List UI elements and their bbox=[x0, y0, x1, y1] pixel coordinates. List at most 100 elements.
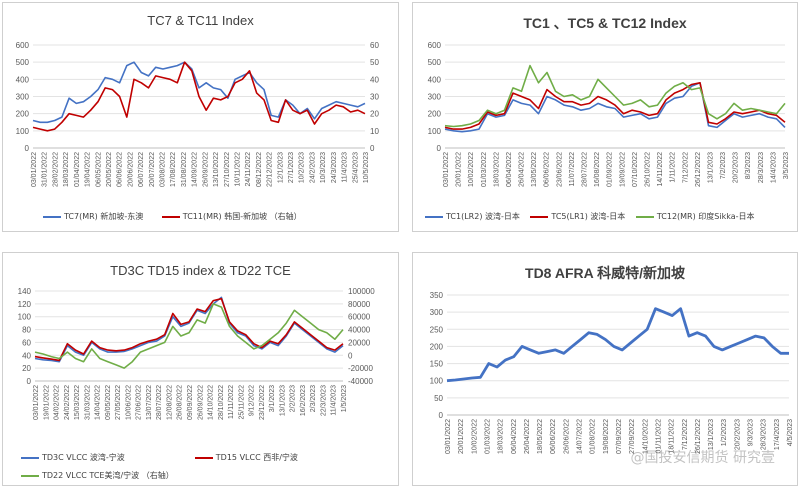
x-tick-label: 1/5/2023 bbox=[341, 385, 348, 412]
legend-label: TC1(LR2) 波湾-日本 bbox=[446, 212, 520, 221]
x-tick-label: 14/09/2022 bbox=[192, 152, 199, 187]
x-tick-label: 28/3/2023 bbox=[758, 152, 765, 183]
legend-label: TC12(MR) 印度Sikka-日本 bbox=[656, 212, 755, 221]
y2-tick-label: 80000 bbox=[348, 300, 371, 309]
x-tick-label: 24/3/2023 bbox=[331, 152, 338, 183]
chart-title: TD3C TD15 index & TD22 TCE bbox=[110, 263, 291, 278]
x-tick-label: 10/2/2023 bbox=[299, 152, 306, 183]
x-tick-label: 20/07/2022 bbox=[149, 152, 156, 187]
x-tick-label: 03/01/2022 bbox=[445, 419, 452, 454]
x-tick-label: 15/03/2022 bbox=[74, 385, 81, 420]
x-tick-label: 07/10/2022 bbox=[632, 152, 639, 187]
legend-label: TC7(MR) 新加坡-东澳 bbox=[64, 212, 144, 221]
legend-label: TD15 VLCC 西非/宁波 bbox=[215, 453, 298, 462]
y-tick-label: 300 bbox=[430, 308, 444, 317]
chart-panel-td3c-td15-td22: TD3C TD15 index & TD22 TCE 0 20 40 60 80 100 1… bbox=[2, 252, 399, 486]
y2-tick-label: -20000 bbox=[348, 364, 373, 373]
legend-item: TC7(MR) 新加坡-东澳 bbox=[43, 211, 143, 222]
watermark: @国投安信期货 研究壹 bbox=[630, 450, 775, 466]
x-tick-label: 28/07/2022 bbox=[156, 385, 163, 420]
x-tick-label: 06/04/2022 bbox=[506, 152, 513, 187]
y2-tick-label: 40000 bbox=[348, 326, 371, 335]
x-tick-label: 14/04/2022 bbox=[95, 385, 102, 420]
x-tick-label: 28/10/2022 bbox=[218, 385, 225, 420]
x-tick-label: 1/11/2022 bbox=[670, 152, 677, 183]
y2-tick-label: 0 bbox=[370, 144, 375, 153]
x-tick-label: 13/05/2022 bbox=[531, 152, 538, 187]
x-tick-label: 26/09/2022 bbox=[202, 152, 209, 187]
chart-title: TC7 & TC11 Index bbox=[147, 13, 254, 28]
x-tick-label: 06/06/2022 bbox=[544, 152, 551, 187]
x-tick-label: 28/3/2023 bbox=[761, 419, 768, 450]
y-tick-label: 200 bbox=[430, 342, 444, 351]
legend-item: TC12(MR) 印度Sikka-日本 bbox=[635, 211, 755, 222]
x-tick-label: 01/03/2022 bbox=[484, 419, 491, 454]
series-line bbox=[34, 303, 344, 369]
y-tick-label: 60 bbox=[22, 338, 31, 347]
y-tick-label: 500 bbox=[428, 58, 442, 67]
y-tick-label: 100 bbox=[430, 377, 444, 386]
x-tick-label: 13/10/2022 bbox=[213, 152, 220, 187]
y2-tick-label: 50 bbox=[370, 58, 379, 67]
chart-panel-td8: TD8 AFRA 科威特/新加坡 0 50 100 150 200 250 300 350 03… bbox=[412, 252, 798, 486]
y2-tick-label: 20 bbox=[370, 110, 379, 119]
x-tick-label: 26/12/2022 bbox=[695, 419, 702, 454]
chart-legend: TD3C VLCC 波湾-宁波 TD15 VLCC 西非/宁波 TD22 VLCC… bbox=[21, 449, 391, 485]
legend-item: TD3C VLCC 波湾-宁波 bbox=[21, 449, 125, 467]
chart-plot: 0 20 40 60 80 100 120 140 -40000 -20000 0 20000 4000… bbox=[18, 287, 376, 420]
x-tick-label: 16/08/2022 bbox=[594, 152, 601, 187]
y-tick-label: 200 bbox=[428, 110, 442, 119]
x-tick-label: 22/12/2022 bbox=[267, 152, 274, 187]
y2-tick-label: 30 bbox=[370, 93, 379, 102]
x-tick-label: 22/3/2023 bbox=[320, 385, 327, 416]
x-tick-label: 12/1/2023 bbox=[277, 152, 284, 183]
y-tick-label: 600 bbox=[428, 41, 442, 50]
x-tick-label: 26/04/2022 bbox=[519, 152, 526, 187]
x-tick-label: 10/11/2022 bbox=[234, 152, 241, 187]
legend-item: TD22 VLCC TCE美湾/宁波 （右轴） bbox=[21, 467, 174, 485]
x-tick-label: 01/11/2022 bbox=[655, 419, 662, 454]
x-tick-label: 06/05/2022 bbox=[95, 152, 102, 187]
y-tick-label: 0 bbox=[27, 377, 32, 386]
y-tick-label: 100 bbox=[18, 313, 32, 322]
x-tick-label: 03/01/2022 bbox=[31, 152, 38, 187]
x-tick-label: 14/4/2023 bbox=[770, 152, 777, 183]
y2-tick-label: 0 bbox=[348, 351, 353, 360]
x-tick-label: 26/04/2022 bbox=[524, 419, 531, 454]
y2-tick-label: 20000 bbox=[348, 338, 371, 347]
x-tick-label: 14/07/2022 bbox=[577, 419, 584, 454]
y-tick-label: 120 bbox=[18, 300, 32, 309]
x-tick-label: 2/3/2023 bbox=[310, 385, 317, 412]
x-tick-label: 27/09/2022 bbox=[629, 419, 636, 454]
x-tick-label: 4/5/2023 bbox=[787, 419, 794, 446]
y-tick-label: 0 bbox=[437, 144, 442, 153]
x-tick-label: 31/08/2022 bbox=[181, 152, 188, 187]
x-tick-label: 10/5/2023 bbox=[363, 152, 370, 183]
y2-tick-label: 100000 bbox=[348, 287, 375, 296]
series-line bbox=[444, 82, 786, 130]
x-tick-label: 23/06/2022 bbox=[556, 152, 563, 187]
y-tick-label: 40 bbox=[22, 351, 31, 360]
y2-tick-label: 60000 bbox=[348, 313, 371, 322]
y-tick-label: 100 bbox=[428, 127, 442, 136]
series-line bbox=[34, 297, 344, 362]
x-tick-label: 20/05/2022 bbox=[106, 152, 113, 187]
x-tick-label: 10/02/2022 bbox=[471, 419, 478, 454]
x-tick-label: 20/01/2022 bbox=[458, 419, 465, 454]
y-tick-label: 400 bbox=[428, 75, 442, 84]
x-tick-label: 2/2/2023 bbox=[290, 385, 297, 412]
x-tick-label: 07/09/2022 bbox=[616, 419, 623, 454]
x-tick-label: 23/12/2022 bbox=[259, 385, 266, 420]
series-line bbox=[444, 82, 786, 133]
chart-plot: 0 100 200 300 400 500 600 0 10 20 30 40 50 60 03/01/20… bbox=[16, 41, 380, 187]
x-tick-label: 26/08/2022 bbox=[177, 385, 184, 420]
x-tick-label: 8/3/2023 bbox=[745, 152, 752, 179]
x-tick-label: 18/03/2022 bbox=[498, 419, 505, 454]
x-tick-label: 9/12/2022 bbox=[249, 385, 256, 416]
x-tick-label: 12/08/2022 bbox=[166, 385, 173, 420]
x-tick-label: 7/12/2022 bbox=[682, 419, 689, 450]
x-tick-label: 10/3/2023 bbox=[320, 152, 327, 183]
x-tick-label: 25/4/2023 bbox=[352, 152, 359, 183]
x-tick-label: 11/07/2022 bbox=[569, 152, 576, 187]
chart-panel-tc7-tc11: TC7 & TC11 Index 0 100 200 300 400 500 600 0 10 2… bbox=[2, 2, 399, 232]
